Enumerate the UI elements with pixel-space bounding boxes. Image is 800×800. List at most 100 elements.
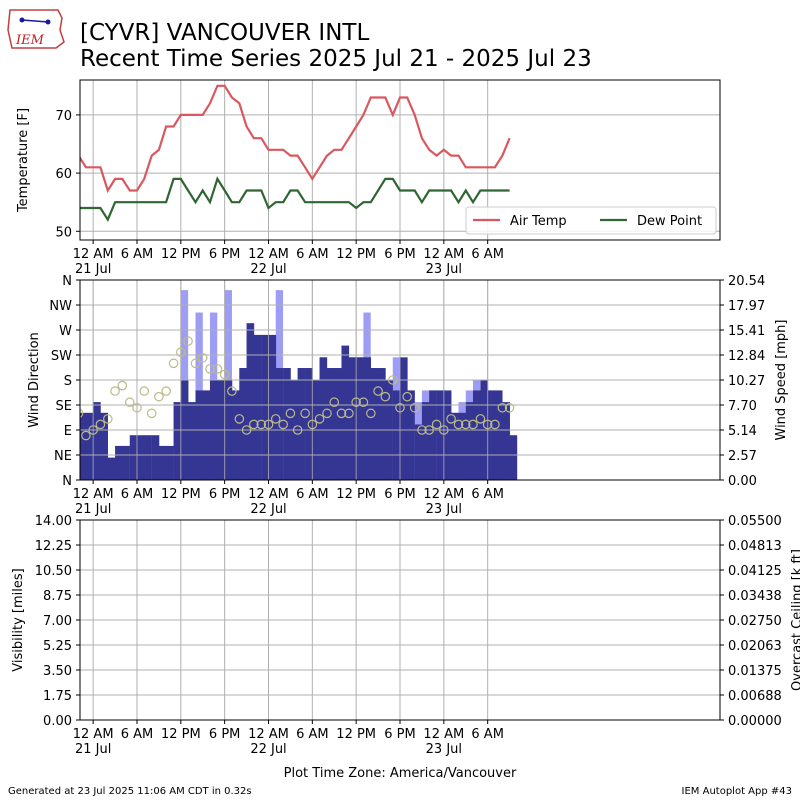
x-tick-label: 12 PM <box>161 727 201 742</box>
ceiling-tick: 0.00688 <box>728 689 782 704</box>
wind-speed-bar <box>129 435 138 480</box>
wind-direction-tick: N <box>62 274 72 289</box>
wind-direction-point <box>292 425 303 435</box>
wind-direction-point <box>417 425 427 435</box>
wind-speed-bar <box>173 402 182 480</box>
y-axis-label: Wind Direction <box>27 332 42 428</box>
wind-direction-point <box>176 347 186 358</box>
wind-speed-bar <box>487 390 496 480</box>
wind-speed-bar <box>144 435 152 480</box>
wind-direction-point <box>190 358 201 369</box>
y2-axis-label: Wind Speed [mph] <box>774 320 789 441</box>
wind-speed-bar <box>115 445 123 480</box>
wind-direction-point <box>336 408 347 419</box>
wind-direction-point <box>139 386 150 396</box>
wind-speed-bar <box>421 402 430 480</box>
wind-direction-tick: NW <box>49 299 72 314</box>
x-tick-label: 12 PM <box>336 487 376 502</box>
wind-direction-point <box>446 414 456 424</box>
wind-speed-bar <box>509 435 518 480</box>
chart-title-line2: Recent Time Series 2025 Jul 21 - 2025 Ju… <box>80 46 592 72</box>
wind-speed-tick: 0.00 <box>728 474 757 489</box>
visibility-tick: 5.25 <box>43 639 72 654</box>
air-temp-line <box>80 84 511 194</box>
visibility-tick: 1.75 <box>43 689 72 704</box>
ceiling-tick: 0.04813 <box>728 539 782 554</box>
wind-speed-bar <box>378 368 386 480</box>
wind-direction-tick: N <box>62 474 72 489</box>
ceiling-tick: 0.02750 <box>728 614 782 629</box>
ceiling-tick: 0.01375 <box>728 664 782 679</box>
wind-speed-tick: 10.27 <box>728 374 765 389</box>
wind-direction-point <box>497 402 508 413</box>
x-tick-label: 12 PM <box>161 487 201 502</box>
wind-direction-point <box>329 397 340 408</box>
wind-direction-point <box>504 402 515 413</box>
wind-direction-point <box>424 425 434 435</box>
wind-speed-bar <box>80 412 87 480</box>
wind-direction-point <box>197 352 208 363</box>
y-tick-label: 50 <box>55 225 72 240</box>
wind-speed-bar <box>239 368 247 480</box>
wind-speed-bar <box>465 402 474 480</box>
legend-box <box>465 206 717 235</box>
wind-direction-point <box>431 419 442 430</box>
dew-point-line <box>80 176 510 222</box>
visibility-tick: 3.50 <box>43 664 72 679</box>
wind-speed-tick: 17.97 <box>728 299 765 314</box>
x-tick-label: 6 PM <box>209 487 240 502</box>
wind-direction-point <box>278 419 288 430</box>
wind-direction-point <box>81 430 91 441</box>
wind-speed-bar <box>436 390 445 480</box>
wind-direction-point <box>314 414 325 424</box>
wind-speed-bar <box>400 357 408 480</box>
x-tick-date: 23 Jul <box>426 502 462 517</box>
x-tick-date: 23 Jul <box>426 262 462 277</box>
wind-speed-bar <box>407 390 415 480</box>
wind-direction-point <box>110 386 120 396</box>
wind-direction-point <box>468 419 478 430</box>
wind-direction-point <box>88 425 98 435</box>
wind-direction-point <box>234 414 245 424</box>
wind-speed-tick: 12.84 <box>728 349 765 364</box>
wind-direction-tick: S <box>64 374 72 389</box>
wind-speed-bar <box>231 390 240 480</box>
x-tick-label: 6 AM <box>296 727 329 742</box>
y2-axis-label: Overcast Ceiling [k ft] <box>790 549 800 691</box>
wind-speed-bar <box>502 402 510 480</box>
wind-direction-point <box>453 419 464 430</box>
ceiling-tick: 0.00000 <box>728 714 782 729</box>
x-tick-label: 6 PM <box>209 247 240 262</box>
wind-direction-point <box>482 419 493 430</box>
wind-direction-point <box>205 364 215 374</box>
wind-direction-tick: E <box>64 424 72 439</box>
wind-direction-point <box>395 402 405 413</box>
wind-speed-bar <box>334 368 342 480</box>
wind-direction-point <box>270 414 281 424</box>
logo-text: IEM <box>15 33 45 48</box>
legend: Air Temp Dew Point <box>465 206 717 235</box>
x-tick-date: 22 Jul <box>250 742 286 757</box>
x-tick-label: 12 AM <box>248 247 289 262</box>
wind-direction-point <box>344 408 354 419</box>
plot-frame <box>79 279 721 481</box>
footer-generated: Generated at 23 Jul 2025 11:06 AM CDT in… <box>8 786 252 797</box>
wind-speed-tick: 20.54 <box>728 274 765 289</box>
wind-direction-point <box>366 408 376 419</box>
wind-direction-point <box>168 358 179 369</box>
wind-speed-bar <box>414 424 423 480</box>
wind-direction-point <box>460 419 471 430</box>
x-tick-label: 12 AM <box>248 727 289 742</box>
x-tick-label: 6 AM <box>121 727 154 742</box>
visibility-tick: 8.75 <box>43 589 72 604</box>
visibility-tick: 12.25 <box>35 539 72 554</box>
x-tick-label: 6 AM <box>471 727 504 742</box>
wind-direction-point <box>351 397 361 408</box>
x-tick-label: 12 AM <box>73 487 114 502</box>
wind-speed-bar <box>305 368 313 480</box>
wind-direction-point <box>117 380 128 391</box>
x-tick-label: 6 AM <box>471 487 504 502</box>
